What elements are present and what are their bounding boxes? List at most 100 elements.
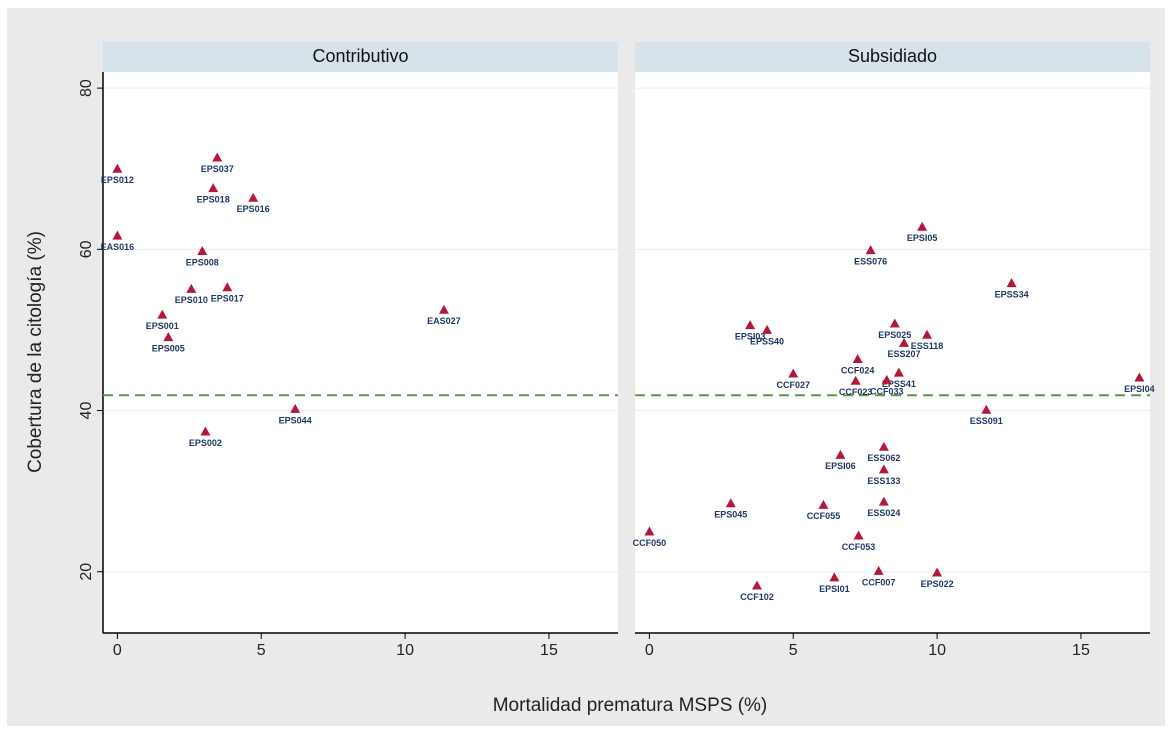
y-tick-label: 60 xyxy=(78,240,95,258)
point-label: EPS010 xyxy=(175,295,208,305)
point xyxy=(835,449,846,459)
point xyxy=(899,337,910,347)
point xyxy=(212,152,223,162)
x-tick-label: 0 xyxy=(645,642,654,659)
y-tick-label: 40 xyxy=(78,402,95,420)
x-tick-label: 15 xyxy=(540,642,558,659)
point-label: CCF055 xyxy=(807,511,841,521)
point xyxy=(878,441,889,451)
point xyxy=(878,464,889,474)
point-label: EPS044 xyxy=(279,415,312,425)
point-label: EPSI05 xyxy=(907,233,938,243)
point xyxy=(112,163,123,173)
point-label: EPS016 xyxy=(237,204,270,214)
point xyxy=(745,320,756,330)
point-label: CCF102 xyxy=(740,592,774,602)
point-label: EPS018 xyxy=(197,194,230,204)
point xyxy=(157,309,168,319)
point xyxy=(1134,372,1145,382)
point xyxy=(644,526,655,536)
point-label: EPS005 xyxy=(152,344,185,354)
point-label: ESS118 xyxy=(911,341,944,351)
x-tick-label: 10 xyxy=(928,642,946,659)
point-label: CCF050 xyxy=(633,538,667,548)
y-tick-label: 20 xyxy=(78,563,95,581)
y-axis-label: Cobertura de la citología (%) xyxy=(25,231,46,473)
point-label: ESS207 xyxy=(887,349,920,359)
point xyxy=(163,332,174,342)
point-label: CCF027 xyxy=(776,380,810,390)
plot-area xyxy=(103,72,618,633)
point xyxy=(878,496,889,506)
point xyxy=(865,245,876,255)
point xyxy=(850,375,861,385)
point-label: ESS091 xyxy=(970,416,1003,426)
point-label: ESS133 xyxy=(867,476,900,486)
point xyxy=(290,403,301,413)
point-label: EPSI01 xyxy=(819,584,850,594)
x-tick-label: 15 xyxy=(1072,642,1090,659)
point-label: EAS027 xyxy=(427,316,461,326)
point-label: ESS062 xyxy=(867,453,900,463)
point-label: CCF023 xyxy=(839,387,873,397)
plot-area xyxy=(635,72,1150,633)
point xyxy=(852,353,863,363)
point-label: EPS001 xyxy=(146,321,179,331)
point xyxy=(762,324,773,334)
point xyxy=(981,404,992,414)
point xyxy=(112,230,123,240)
point-label: EPS008 xyxy=(186,257,219,267)
point-label: EPS017 xyxy=(211,294,244,304)
point-label: EAS016 xyxy=(101,242,135,252)
point-label: CCF053 xyxy=(842,542,876,552)
x-tick-label: 5 xyxy=(257,642,266,659)
point-label: EPS025 xyxy=(878,330,911,340)
point xyxy=(186,283,197,293)
x-tick-label: 5 xyxy=(789,642,798,659)
point-label: CCF024 xyxy=(841,365,875,375)
point xyxy=(1006,278,1017,288)
y-tick-label: 80 xyxy=(78,79,95,97)
point-label: EPSS40 xyxy=(750,336,784,346)
x-tick-label: 0 xyxy=(113,642,122,659)
point-label: EPSS41 xyxy=(882,379,916,389)
point xyxy=(922,329,933,339)
point xyxy=(200,426,211,436)
point xyxy=(197,245,208,255)
x-tick-label: 10 xyxy=(396,642,414,659)
point-label: CCF007 xyxy=(862,577,896,587)
point xyxy=(889,318,900,328)
point xyxy=(725,498,736,508)
point-label: EPSI06 xyxy=(825,461,856,471)
point-label: EPSS34 xyxy=(995,290,1029,300)
point-label: EPSI03 xyxy=(735,331,766,341)
point xyxy=(438,304,449,314)
panel-header xyxy=(103,42,618,72)
point xyxy=(208,183,219,193)
point-label: EPS045 xyxy=(714,510,747,520)
point-label: EPSI04 xyxy=(1124,384,1155,394)
point xyxy=(222,282,233,292)
point-label: ESS076 xyxy=(854,257,887,267)
point xyxy=(881,374,892,384)
panel-title: Subsidiado xyxy=(848,46,937,66)
point-label: ESS024 xyxy=(867,508,900,518)
panel-header xyxy=(635,42,1150,72)
point-label: EPS012 xyxy=(101,175,134,185)
point xyxy=(873,565,884,575)
x-axis-label: Mortalidad prematura MSPS (%) xyxy=(493,695,768,716)
point xyxy=(917,221,928,231)
point xyxy=(853,530,864,540)
point xyxy=(893,367,904,377)
point-label: CCF033 xyxy=(870,386,904,396)
point-label: EPS002 xyxy=(189,438,222,448)
point xyxy=(788,368,799,378)
point xyxy=(829,572,840,582)
point-label: EPS037 xyxy=(201,164,234,174)
point xyxy=(248,192,259,202)
panel-title: Contributivo xyxy=(312,46,408,66)
point-label: EPS022 xyxy=(921,579,954,589)
point xyxy=(818,499,829,509)
point xyxy=(932,567,943,577)
